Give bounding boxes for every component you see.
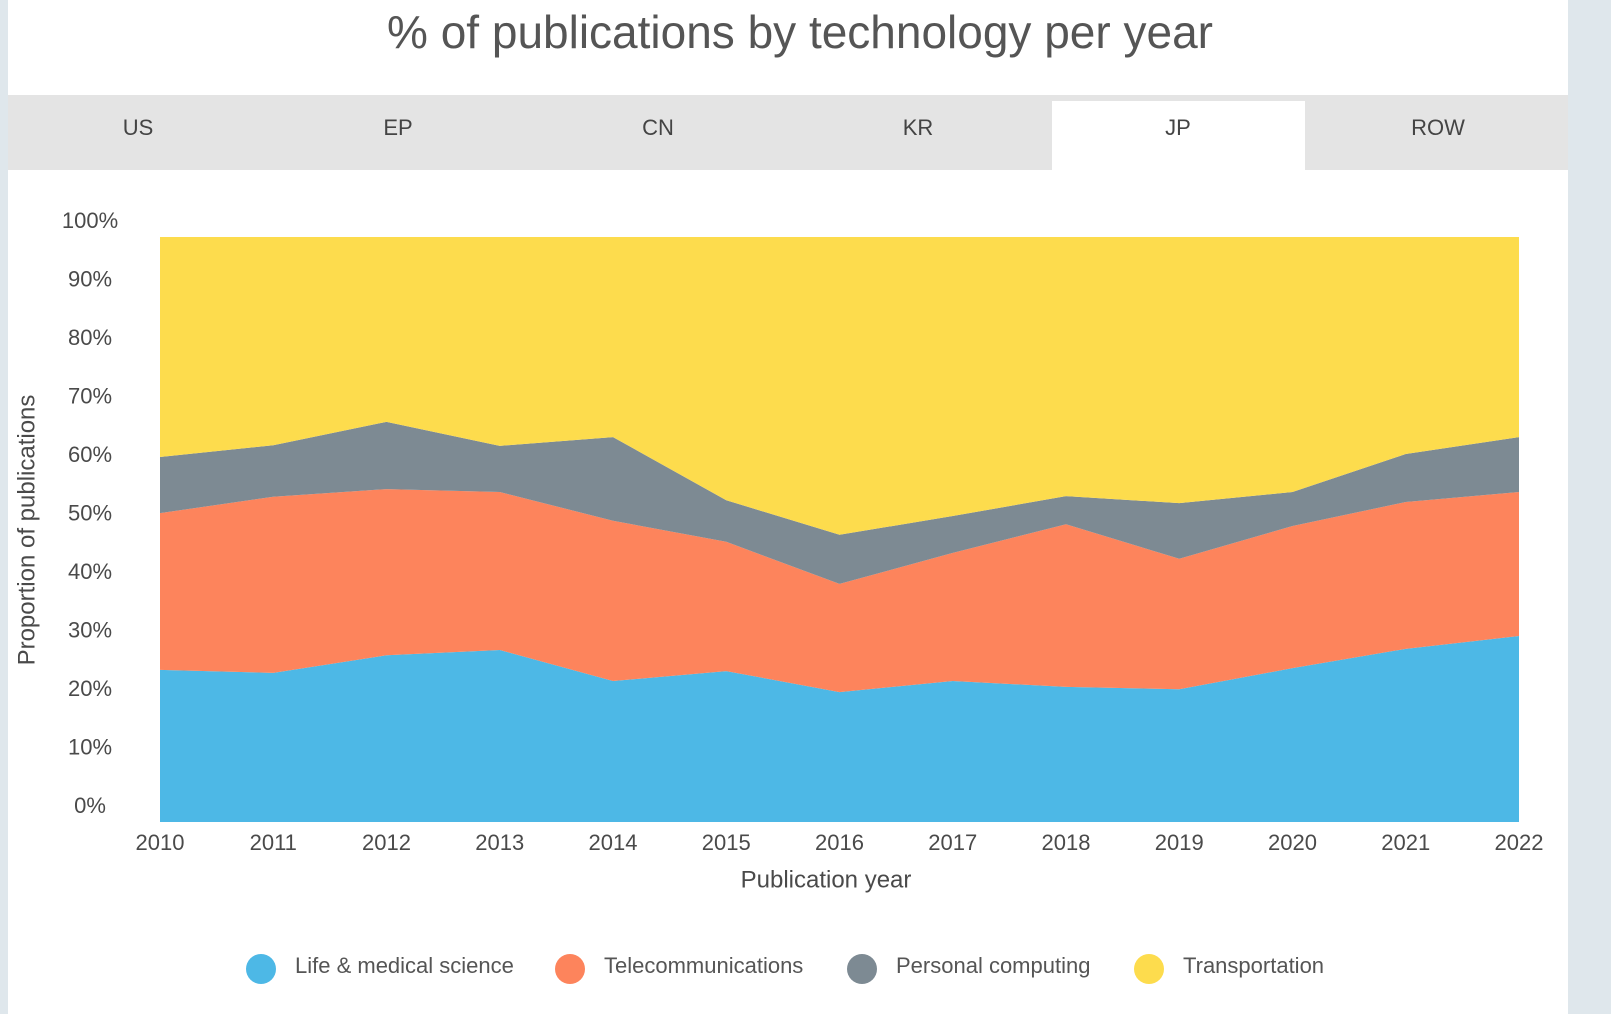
x-tick-label: 2015 bbox=[702, 830, 751, 855]
area bbox=[160, 237, 1519, 535]
chart-title: % of publications by technology per year bbox=[387, 6, 1213, 58]
x-axis-label: Publication year bbox=[741, 866, 912, 893]
legend-label: Life & medical science bbox=[295, 953, 514, 978]
tab-label[interactable]: ROW bbox=[1411, 115, 1465, 140]
x-tick-label: 2010 bbox=[136, 830, 185, 855]
active-tab[interactable] bbox=[1052, 101, 1305, 170]
tab-label[interactable]: JP bbox=[1165, 115, 1191, 140]
x-tick-label: 2018 bbox=[1042, 830, 1091, 855]
tab-label[interactable]: US bbox=[123, 115, 154, 140]
x-tick-label: 2021 bbox=[1381, 830, 1430, 855]
y-tick-label: 100% bbox=[62, 208, 118, 233]
legend-label: Personal computing bbox=[896, 953, 1090, 978]
legend-swatch bbox=[555, 954, 585, 984]
x-tick-label: 2019 bbox=[1155, 830, 1204, 855]
tab-label[interactable]: CN bbox=[642, 115, 674, 140]
legend-label: Transportation bbox=[1183, 953, 1324, 978]
y-tick-label: 10% bbox=[68, 734, 112, 759]
tab-label[interactable]: KR bbox=[903, 115, 934, 140]
y-tick-label: 60% bbox=[68, 442, 112, 467]
x-tick-label: 2012 bbox=[362, 830, 411, 855]
tab-label[interactable]: EP bbox=[383, 115, 412, 140]
x-tick-label: 2013 bbox=[475, 830, 524, 855]
y-tick-label: 90% bbox=[68, 266, 112, 291]
y-axis-label: Proportion of publications bbox=[13, 395, 40, 666]
y-tick-label: 30% bbox=[68, 617, 112, 642]
area bbox=[160, 489, 1519, 693]
legend-swatch bbox=[847, 954, 877, 984]
legend-label: Telecommunications bbox=[604, 953, 803, 978]
y-tick-label: 20% bbox=[68, 676, 112, 701]
y-tick-label: 0% bbox=[74, 793, 106, 818]
y-tick-label: 50% bbox=[68, 500, 112, 525]
x-tick-label: 2016 bbox=[815, 830, 864, 855]
y-tick-label: 70% bbox=[68, 383, 112, 408]
area bbox=[160, 421, 1519, 584]
area bbox=[160, 635, 1519, 822]
y-tick-label: 80% bbox=[68, 325, 112, 350]
legend-swatch bbox=[246, 954, 276, 984]
y-tick-label: 40% bbox=[68, 559, 112, 584]
tab-bar bbox=[8, 95, 1568, 170]
x-tick-label: 2017 bbox=[928, 830, 977, 855]
x-tick-label: 2020 bbox=[1268, 830, 1317, 855]
x-tick-label: 2022 bbox=[1495, 830, 1544, 855]
x-tick-label: 2011 bbox=[250, 830, 297, 855]
x-tick-label: 2014 bbox=[589, 830, 638, 855]
legend-swatch bbox=[1134, 954, 1164, 984]
